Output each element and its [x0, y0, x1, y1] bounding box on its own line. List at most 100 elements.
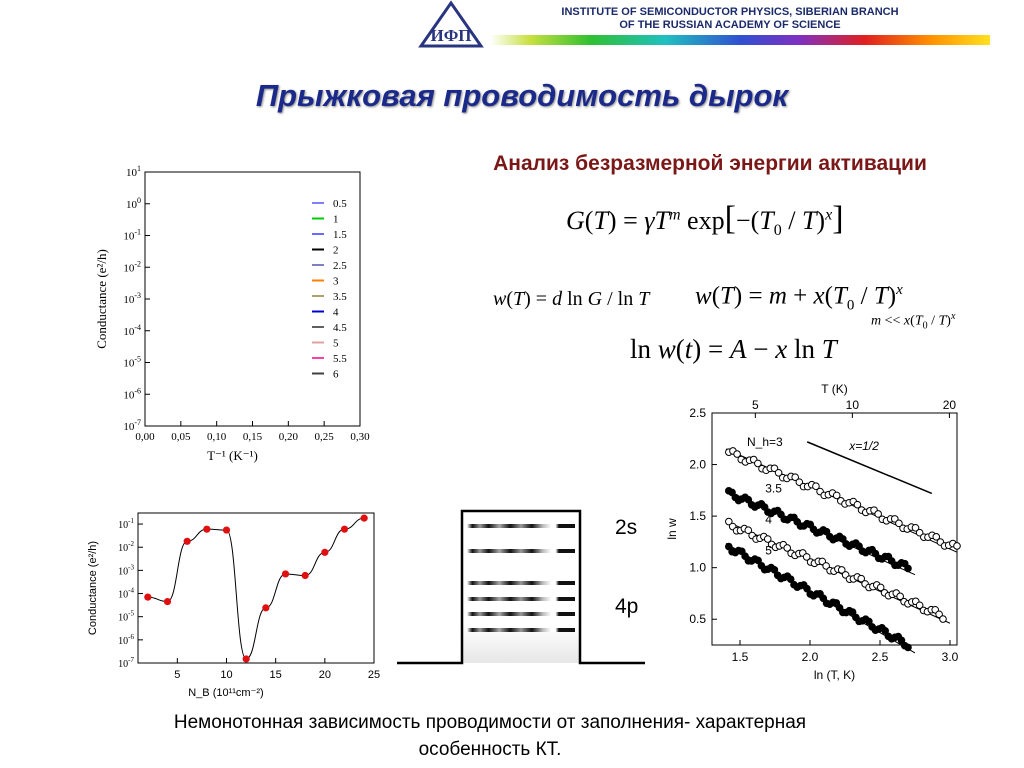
- rainbow-stripe: [490, 35, 990, 45]
- legend-label: 1: [333, 214, 339, 226]
- data-point: [802, 553, 811, 561]
- data-point: [321, 548, 329, 556]
- y-tick-label: 1.0: [689, 561, 706, 575]
- well-profile: [397, 509, 645, 665]
- data-point: [857, 574, 866, 583]
- data-point: [783, 544, 792, 552]
- data-point: [763, 535, 772, 543]
- data-point: [812, 482, 820, 491]
- top-tick-label: 5: [752, 398, 759, 412]
- institute-logo: ИФП: [418, 0, 484, 48]
- y-tick-label: 10-3: [118, 563, 134, 577]
- data-point: [915, 601, 924, 610]
- level-3: [467, 581, 575, 585]
- institute-name: INSTITUTE OF SEMICONDUCTOR PHYSICS, SIBE…: [520, 6, 940, 32]
- y-tick-label: 101: [126, 164, 141, 179]
- x-tick-label: 15: [270, 669, 282, 681]
- x-tick-label: 10: [220, 669, 232, 681]
- legend-label: 4: [333, 307, 339, 319]
- data-point: [953, 542, 961, 550]
- x-tick-label: 25: [368, 669, 380, 681]
- formula-condition: m << x(T0 / T)x: [871, 311, 956, 332]
- caption-line-1: Немонотонная зависимость проводимости от…: [173, 712, 807, 733]
- data-point: [881, 627, 889, 635]
- x-tick-label: 1.5: [732, 650, 749, 664]
- plot-frame: [711, 412, 958, 646]
- data-point: [932, 533, 941, 541]
- slope-reference-line: [806, 441, 933, 495]
- x-tick-label: 0,05: [171, 431, 191, 443]
- plot-frame: [137, 512, 375, 664]
- data-point: [770, 565, 779, 574]
- data-point: [262, 604, 270, 612]
- data-point: [242, 655, 250, 663]
- fit-curve: [147, 517, 365, 660]
- y-tick-label: 0.5: [689, 612, 706, 626]
- data-point: [832, 491, 841, 500]
- formula-w-expansion: w(T) = m + x(T0 / T)x: [695, 282, 903, 314]
- level-5: [467, 612, 575, 616]
- level-2: [467, 549, 575, 553]
- y-tick-label: 10-6: [118, 633, 134, 647]
- y-axis-label: ln w: [665, 518, 679, 540]
- y-axis-label: Conductance (e²/h): [87, 541, 99, 635]
- y-tick-label: 10-2: [123, 259, 141, 274]
- data-point: [822, 562, 830, 570]
- data-point: [935, 610, 943, 619]
- data-point: [874, 510, 882, 518]
- data-point: [754, 459, 762, 468]
- data-point: [774, 468, 783, 477]
- x-tick-label: 20: [319, 669, 331, 681]
- level-2s: [467, 524, 575, 528]
- data-point: [725, 517, 733, 526]
- x-tick-label: 0,00: [135, 431, 155, 443]
- data-point: [340, 525, 349, 533]
- lnw-vs-lnt-chart: 0.5 1.0 1.5 2.0 2.5 1.5 2.0 2.5 3.0 5 10 20 T (K) ln …: [665, 382, 961, 682]
- legend-label: 1.5: [333, 229, 347, 241]
- top-tick-label: 10: [846, 398, 860, 412]
- data-point: [222, 526, 231, 534]
- data-point: [786, 575, 795, 584]
- x-tick-label: 0,20: [279, 431, 299, 443]
- formula-ln-w: ln w(t) = A − x ln T: [630, 334, 837, 364]
- series-label: 4: [765, 512, 772, 526]
- data-point: [848, 608, 857, 616]
- y-tick-label: 10-6: [123, 386, 141, 401]
- data-point: [754, 556, 762, 565]
- top-tick-label: 20: [943, 398, 957, 412]
- data-point: [837, 566, 846, 574]
- data-point: [360, 514, 368, 522]
- conductance-vs-density-chart: 10-7 10-6 10-5 10-4 10-3 10-2 10-1 5 10 15 20 25 N_B…: [87, 512, 380, 699]
- y-tick-label: 100: [126, 196, 141, 211]
- data-point: [163, 597, 172, 606]
- formula-w-def: w(T) = d ln G / ln T: [493, 288, 650, 310]
- legend-label: 2.5: [333, 260, 347, 272]
- caption-line-2: особенность КТ.: [418, 739, 562, 760]
- plot-frame: [144, 171, 361, 427]
- data-point: [301, 571, 309, 580]
- y-tick-label: 10-5: [118, 610, 134, 624]
- data-point: [803, 584, 811, 593]
- institute-line-1: INSTITUTE OF SEMICONDUCTOR PHYSICS, SIBE…: [561, 6, 899, 18]
- data-point: [865, 617, 873, 626]
- y-tick-label: 2.5: [689, 406, 706, 420]
- data-point: [733, 450, 741, 458]
- y-tick-label: 10-2: [118, 540, 134, 554]
- legend-label: 3: [333, 276, 339, 288]
- data-point: [144, 593, 152, 601]
- series-label: 5: [765, 543, 772, 557]
- series-label: 3.5: [765, 481, 782, 495]
- x-tick-label: 2.5: [872, 650, 889, 664]
- x-tick-label: 5: [174, 669, 180, 681]
- y-tick-label: 10-3: [123, 291, 141, 306]
- y-tick-label: 10-7: [118, 656, 134, 670]
- data-point: [904, 643, 912, 652]
- label-2s: 2s: [615, 516, 637, 539]
- data-point: [791, 473, 799, 482]
- data-point: [896, 592, 904, 601]
- conductance-vs-inverse-temperature-chart: 10-7 10-6 10-5 10-4 10-3 10-2 10-1 100 101 0,00 0,…: [90, 160, 370, 463]
- institute-line-2: OF THE RUSSIAN ACADEMY OF SCIENCE: [619, 19, 841, 31]
- y-tick-label: 2.0: [689, 458, 706, 472]
- data-point: [853, 500, 862, 509]
- x-axis-label: N_B (10¹¹cm⁻²): [188, 687, 263, 699]
